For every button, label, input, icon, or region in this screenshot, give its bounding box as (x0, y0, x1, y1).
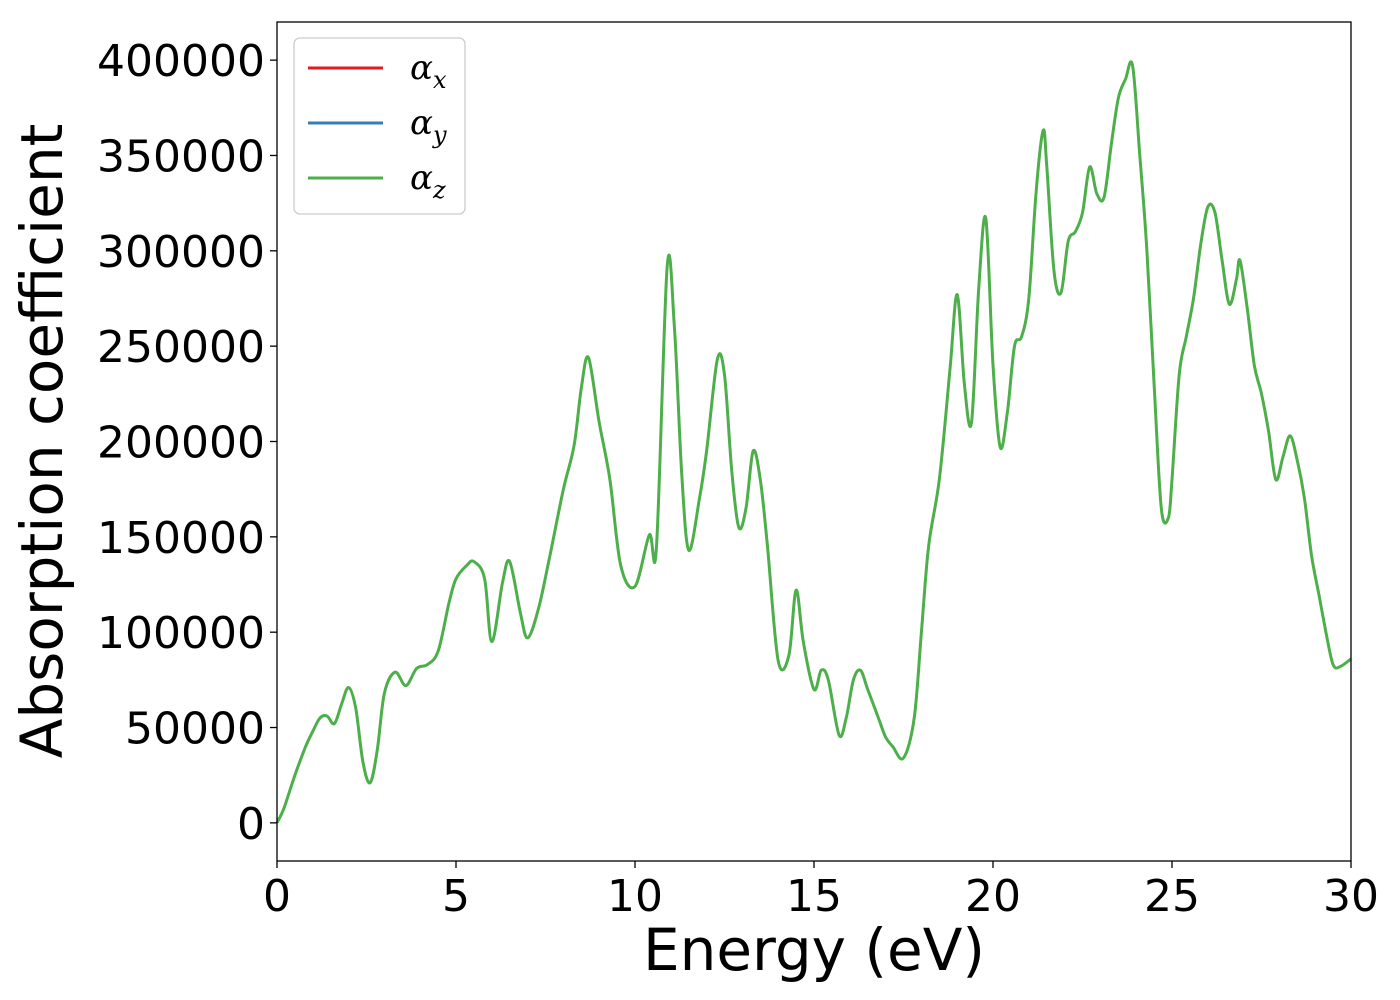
y-tick-label: 350000 (97, 131, 265, 182)
x-axis-ticks: 0 5 10 15 20 25 30 (263, 861, 1379, 922)
x-axis-title: Energy (eV) (643, 916, 985, 984)
legend-box (293, 37, 466, 215)
x-tick-label: 5 (442, 871, 470, 922)
legend-label-symbol: α (410, 158, 433, 198)
y-axis-ticks: 0 50000 100000 150000 200000 250000 300000 3500… (97, 36, 277, 850)
legend-label-symbol: α (410, 48, 433, 88)
x-tick-label: 0 (263, 871, 291, 922)
y-tick-label: 200000 (97, 418, 265, 469)
series-line-z (275, 60, 1352, 824)
legend-label-y: αy (410, 103, 447, 149)
y-tick-label: 150000 (97, 513, 265, 564)
y-tick-label: 0 (237, 799, 265, 850)
legend-label-subscript: y (432, 121, 447, 149)
y-tick-label: 400000 (97, 36, 265, 87)
legend-label-z: αz (410, 158, 446, 204)
y-tick-label: 100000 (97, 608, 265, 659)
x-tick-label: 20 (965, 871, 1021, 922)
y-tick-label: 250000 (97, 322, 265, 373)
x-tick-label: 25 (1144, 871, 1200, 922)
legend-label-subscript: x (433, 66, 447, 94)
legend-label-x: αx (410, 48, 447, 94)
y-tick-label: 300000 (97, 227, 265, 278)
x-tick-label: 30 (1323, 871, 1379, 922)
legend-label-symbol: α (410, 103, 433, 143)
series-lines (275, 60, 1352, 824)
x-tick-label: 15 (786, 871, 842, 922)
x-tick-label: 10 (607, 871, 663, 922)
legend-label-subscript: z (432, 176, 446, 204)
y-axis-title: Absorption coefficient (8, 124, 76, 759)
y-tick-label: 50000 (125, 704, 265, 755)
